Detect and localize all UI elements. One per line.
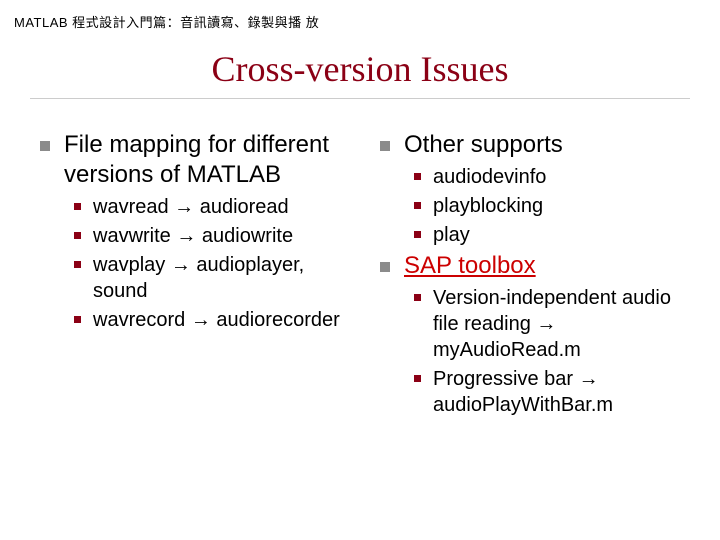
link-text[interactable]: SAP toolbox [404, 251, 536, 281]
sub-list-item: Version-independent audio file reading →… [414, 285, 690, 363]
square-bullet-icon [74, 203, 81, 210]
list-item: File mapping for different versions of M… [40, 130, 350, 190]
content-area: File mapping for different versions of M… [40, 130, 690, 421]
sub-list-item: wavrecord → audiorecorder [74, 307, 350, 333]
header-label: MATLAB 程式設計入門篇：音訊讀寫、錄製與播 放 [14, 12, 319, 31]
right-column: Other supports audiodevinfo playblocking… [380, 130, 690, 421]
left-column: File mapping for different versions of M… [40, 130, 350, 421]
title-underline [30, 98, 690, 99]
square-bullet-icon [380, 262, 390, 272]
item-text: Other supports [404, 130, 563, 160]
item-text: Progressive bar → audioPlayWithBar.m [433, 366, 690, 418]
item-text: play [433, 222, 470, 248]
sub-list-item: Progressive bar → audioPlayWithBar.m [414, 366, 690, 418]
square-bullet-icon [414, 173, 421, 180]
item-text: File mapping for different versions of M… [64, 130, 350, 190]
sub-list-item: audiodevinfo [414, 164, 690, 190]
square-bullet-icon [414, 202, 421, 209]
square-bullet-icon [74, 316, 81, 323]
item-text: wavplay → audioplayer, sound [93, 252, 350, 304]
square-bullet-icon [414, 294, 421, 301]
square-bullet-icon [74, 232, 81, 239]
square-bullet-icon [414, 375, 421, 382]
item-text: Version-independent audio file reading →… [433, 285, 690, 363]
square-bullet-icon [74, 261, 81, 268]
list-item-link[interactable]: SAP toolbox [380, 251, 690, 281]
square-bullet-icon [414, 231, 421, 238]
sub-list-item: playblocking [414, 193, 690, 219]
item-text: wavread → audioread [93, 194, 289, 220]
item-text: wavwrite → audiowrite [93, 223, 293, 249]
slide-title: Cross-version Issues [0, 48, 720, 90]
sub-list-item: wavread → audioread [74, 194, 350, 220]
sub-list-item: play [414, 222, 690, 248]
square-bullet-icon [380, 141, 390, 151]
item-text: playblocking [433, 193, 543, 219]
list-item: Other supports [380, 130, 690, 160]
item-text: audiodevinfo [433, 164, 546, 190]
sub-list-item: wavplay → audioplayer, sound [74, 252, 350, 304]
item-text: wavrecord → audiorecorder [93, 307, 340, 333]
square-bullet-icon [40, 141, 50, 151]
sub-list-item: wavwrite → audiowrite [74, 223, 350, 249]
